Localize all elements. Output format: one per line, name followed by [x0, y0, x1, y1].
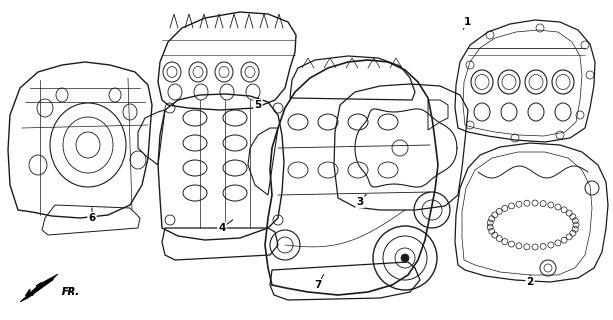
- Text: 7: 7: [314, 280, 322, 290]
- Text: 5: 5: [254, 100, 262, 110]
- Text: FR.: FR.: [62, 287, 80, 297]
- Text: 3: 3: [356, 197, 364, 207]
- Ellipse shape: [401, 254, 409, 262]
- Text: 4: 4: [218, 223, 226, 233]
- Text: 1: 1: [463, 17, 471, 27]
- Polygon shape: [20, 274, 58, 302]
- Text: 2: 2: [527, 277, 534, 287]
- Text: FR.: FR.: [62, 287, 80, 297]
- Text: 6: 6: [88, 213, 96, 223]
